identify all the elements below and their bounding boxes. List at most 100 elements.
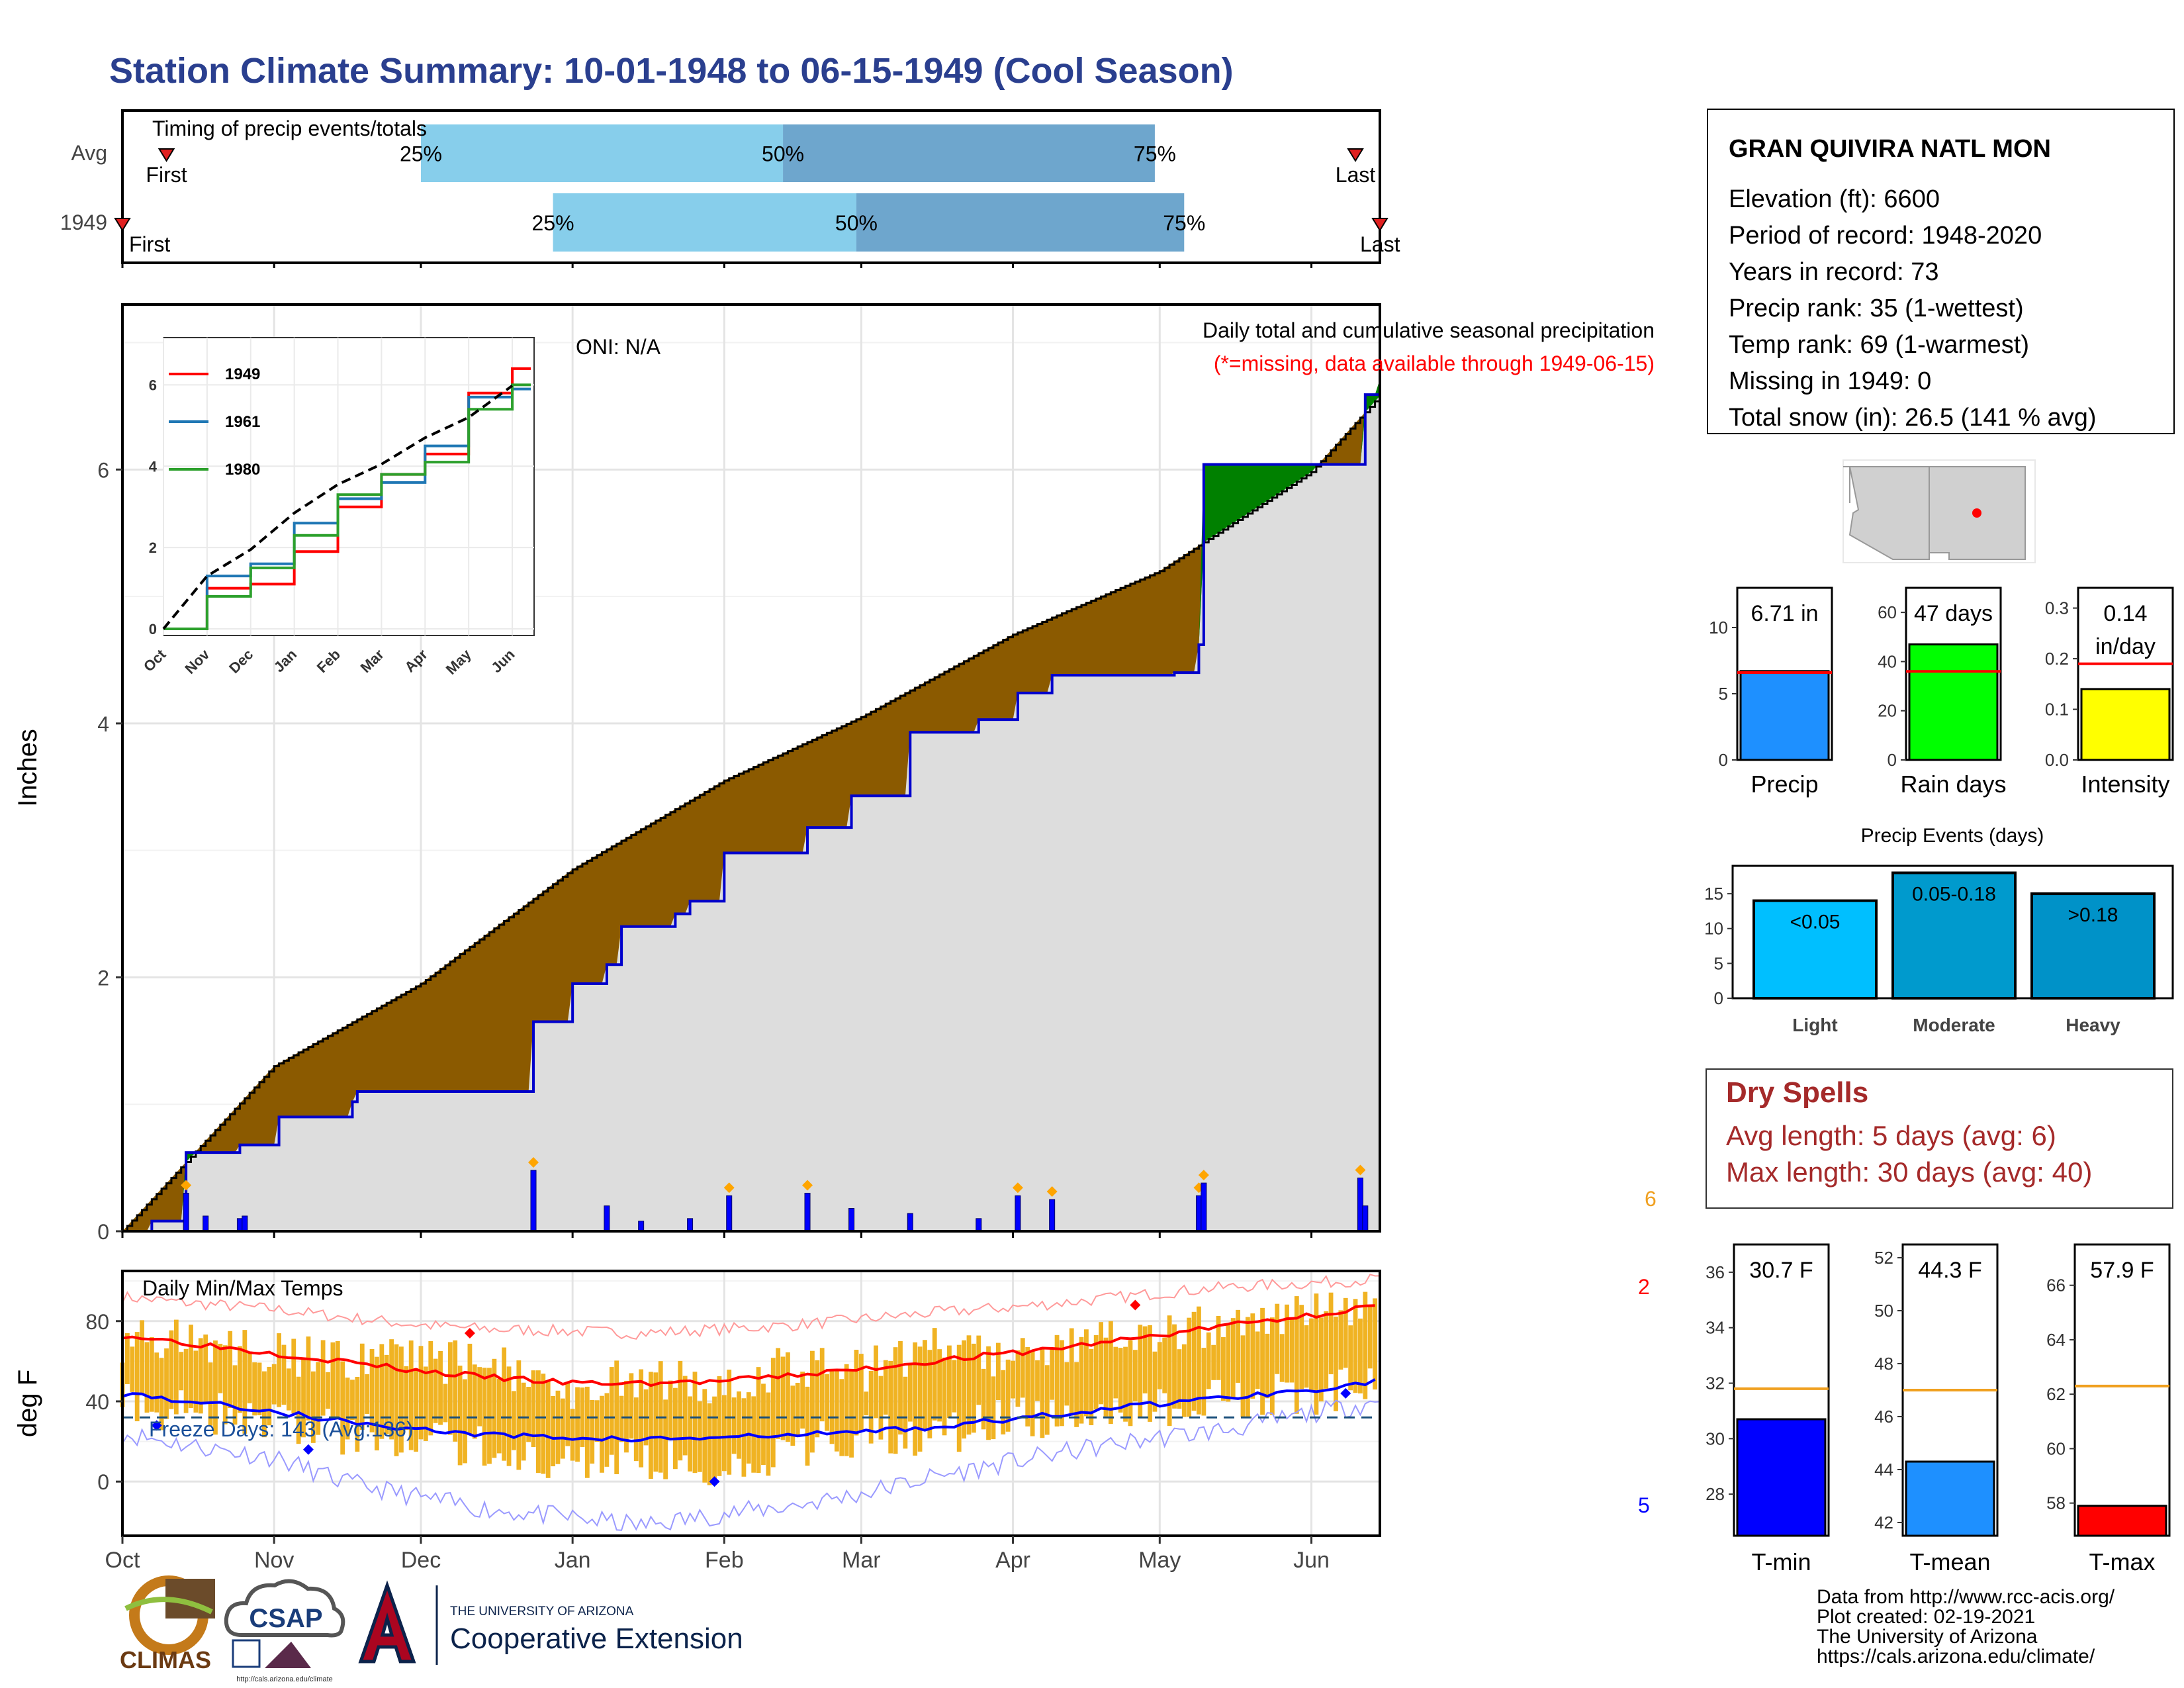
daily-temp-bar <box>1044 1365 1050 1435</box>
daily-temp-bar <box>1363 1291 1368 1399</box>
stat-category-label: Intensity <box>2081 771 2169 798</box>
record-low-marker-icon <box>302 1444 314 1455</box>
daily-temp-bar <box>888 1360 893 1454</box>
daily-temp-bar <box>389 1339 394 1440</box>
daily-temp-bar <box>815 1360 820 1438</box>
stat-category-label: T-mean <box>1909 1548 1990 1575</box>
precip-panel: Daily total and cumulative seasonal prec… <box>13 303 1657 1244</box>
stat-value-bar <box>1736 1418 1827 1537</box>
daily-temp-bar <box>428 1341 433 1436</box>
timing-title: Timing of precip events/totals <box>152 117 427 140</box>
month-tick-label: Mar <box>842 1548 881 1573</box>
timing-q75-label: 75% <box>1134 142 1176 166</box>
daily-temp-bar <box>594 1400 600 1442</box>
stat-panel: 28 30 32 34 36 30.7 F T-min <box>1706 1243 1830 1575</box>
daily-temp-bar <box>1260 1307 1265 1415</box>
daily-temp-bar <box>1015 1350 1021 1407</box>
stat-y-tick-label: 36 <box>1706 1262 1725 1282</box>
station-location-dot <box>1972 508 1981 518</box>
daily-temp-bar <box>976 1335 981 1405</box>
timing-marker-icon <box>1347 148 1364 162</box>
snow-marker-icon <box>181 1180 192 1191</box>
ua-big-text: Cooperative Extension <box>450 1622 743 1655</box>
daily-temp-bar <box>790 1385 796 1446</box>
inset-y-tick-label: 6 <box>149 377 157 393</box>
daily-temp-bar <box>580 1387 585 1447</box>
daily-temp-bar <box>1197 1306 1201 1415</box>
footer-line: Plot created: 02-19-2021 <box>1817 1606 2035 1628</box>
map-outline-west <box>1843 466 1850 503</box>
timing-q75-label: 75% <box>1163 211 1205 235</box>
daily-temp-bar <box>320 1340 326 1416</box>
stat-panel: 58 60 62 64 66 57.9 F T-max <box>2046 1243 2171 1575</box>
daily-temp-bar <box>1099 1322 1103 1405</box>
inset-series-line <box>163 367 531 630</box>
daily-temp-bar <box>966 1335 972 1435</box>
daily-temp-bar <box>130 1346 135 1392</box>
daily-temp-bar <box>326 1372 330 1409</box>
daily-temp-bar <box>575 1387 580 1462</box>
daily-temp-bar <box>487 1368 492 1464</box>
record-high-count: 2 <box>1638 1275 1650 1299</box>
timing-first-label: First <box>146 163 187 187</box>
stat-y-tick-label: 0 <box>1888 750 1897 770</box>
daily-temp-bar <box>1314 1293 1319 1415</box>
daily-temp-bar <box>418 1346 424 1440</box>
temp-stats-panels: 28 30 32 34 36 30.7 F T-min 42 44 46 48 50 52 44.3 F T… <box>1706 1243 2171 1575</box>
daily-temp-bar <box>310 1371 316 1443</box>
daily-temp-bar <box>247 1352 252 1403</box>
inset-frame <box>163 337 535 636</box>
daily-temp-bar <box>619 1395 624 1442</box>
daily-precip-bar <box>848 1207 855 1232</box>
daily-temp-bar <box>261 1371 267 1438</box>
timing-q25-label: 25% <box>532 211 574 235</box>
daily-temp-bar <box>1064 1362 1069 1406</box>
daily-temp-bar <box>584 1386 590 1478</box>
record-high-marker-icon <box>464 1327 475 1338</box>
daily-temp-bar <box>154 1352 159 1413</box>
timing-q50-label: 50% <box>835 211 878 235</box>
temp-y-tick-label: 80 <box>85 1310 109 1334</box>
snow-marker-icon <box>528 1156 539 1168</box>
precip-cumulative-line <box>122 379 1381 1233</box>
daily-temp-bar <box>203 1335 208 1404</box>
daily-temp-bar <box>1324 1311 1329 1389</box>
daily-temp-bar <box>1148 1325 1152 1422</box>
temp-y-tick-label: 40 <box>85 1390 109 1414</box>
stat-y-tick-label: 10 <box>1709 618 1728 637</box>
daily-temp-bar <box>1001 1370 1006 1434</box>
daily-temp-bar <box>829 1370 835 1444</box>
stat-value-bar <box>1905 1460 1995 1537</box>
daily-temp-bar <box>423 1366 428 1441</box>
daily-temp-bar <box>883 1360 888 1415</box>
daily-temp-bar <box>492 1358 497 1458</box>
daily-temp-bar <box>408 1340 414 1450</box>
daily-temp-bar <box>844 1364 849 1456</box>
daily-temp-bar <box>164 1348 169 1419</box>
precip-average-line <box>122 396 1381 1233</box>
stat-y-tick-label: 60 <box>2046 1438 2066 1458</box>
daily-precip-bar <box>203 1215 209 1232</box>
daily-temp-bar <box>702 1389 707 1483</box>
temp-panel-border <box>121 1270 1381 1537</box>
record-low-count: 5 <box>1638 1493 1650 1517</box>
temp-panel: Daily Min/Max Temps Freeze Days: 143 (Av… <box>13 1270 1650 1573</box>
daily-temp-bar <box>878 1376 884 1440</box>
daily-temp-bar <box>1240 1335 1246 1418</box>
daily-temp-bar <box>526 1387 531 1442</box>
daily-temp-bar <box>1201 1348 1206 1416</box>
daily-temp-bar <box>189 1325 193 1409</box>
daily-temp-bar <box>956 1344 962 1452</box>
daily-temp-bar <box>355 1377 360 1452</box>
daily-temp-bar <box>472 1364 477 1439</box>
daily-temp-bar <box>1338 1310 1343 1370</box>
daily-temp-bar <box>1074 1362 1079 1427</box>
daily-temp-bar <box>780 1356 786 1440</box>
daily-temp-bar <box>301 1357 306 1438</box>
daily-temp-bar <box>394 1344 399 1456</box>
daily-temp-bar <box>477 1367 482 1427</box>
daily-temp-bar <box>179 1352 184 1391</box>
daily-temp-bar <box>893 1347 898 1454</box>
daily-temp-bar <box>805 1386 810 1466</box>
